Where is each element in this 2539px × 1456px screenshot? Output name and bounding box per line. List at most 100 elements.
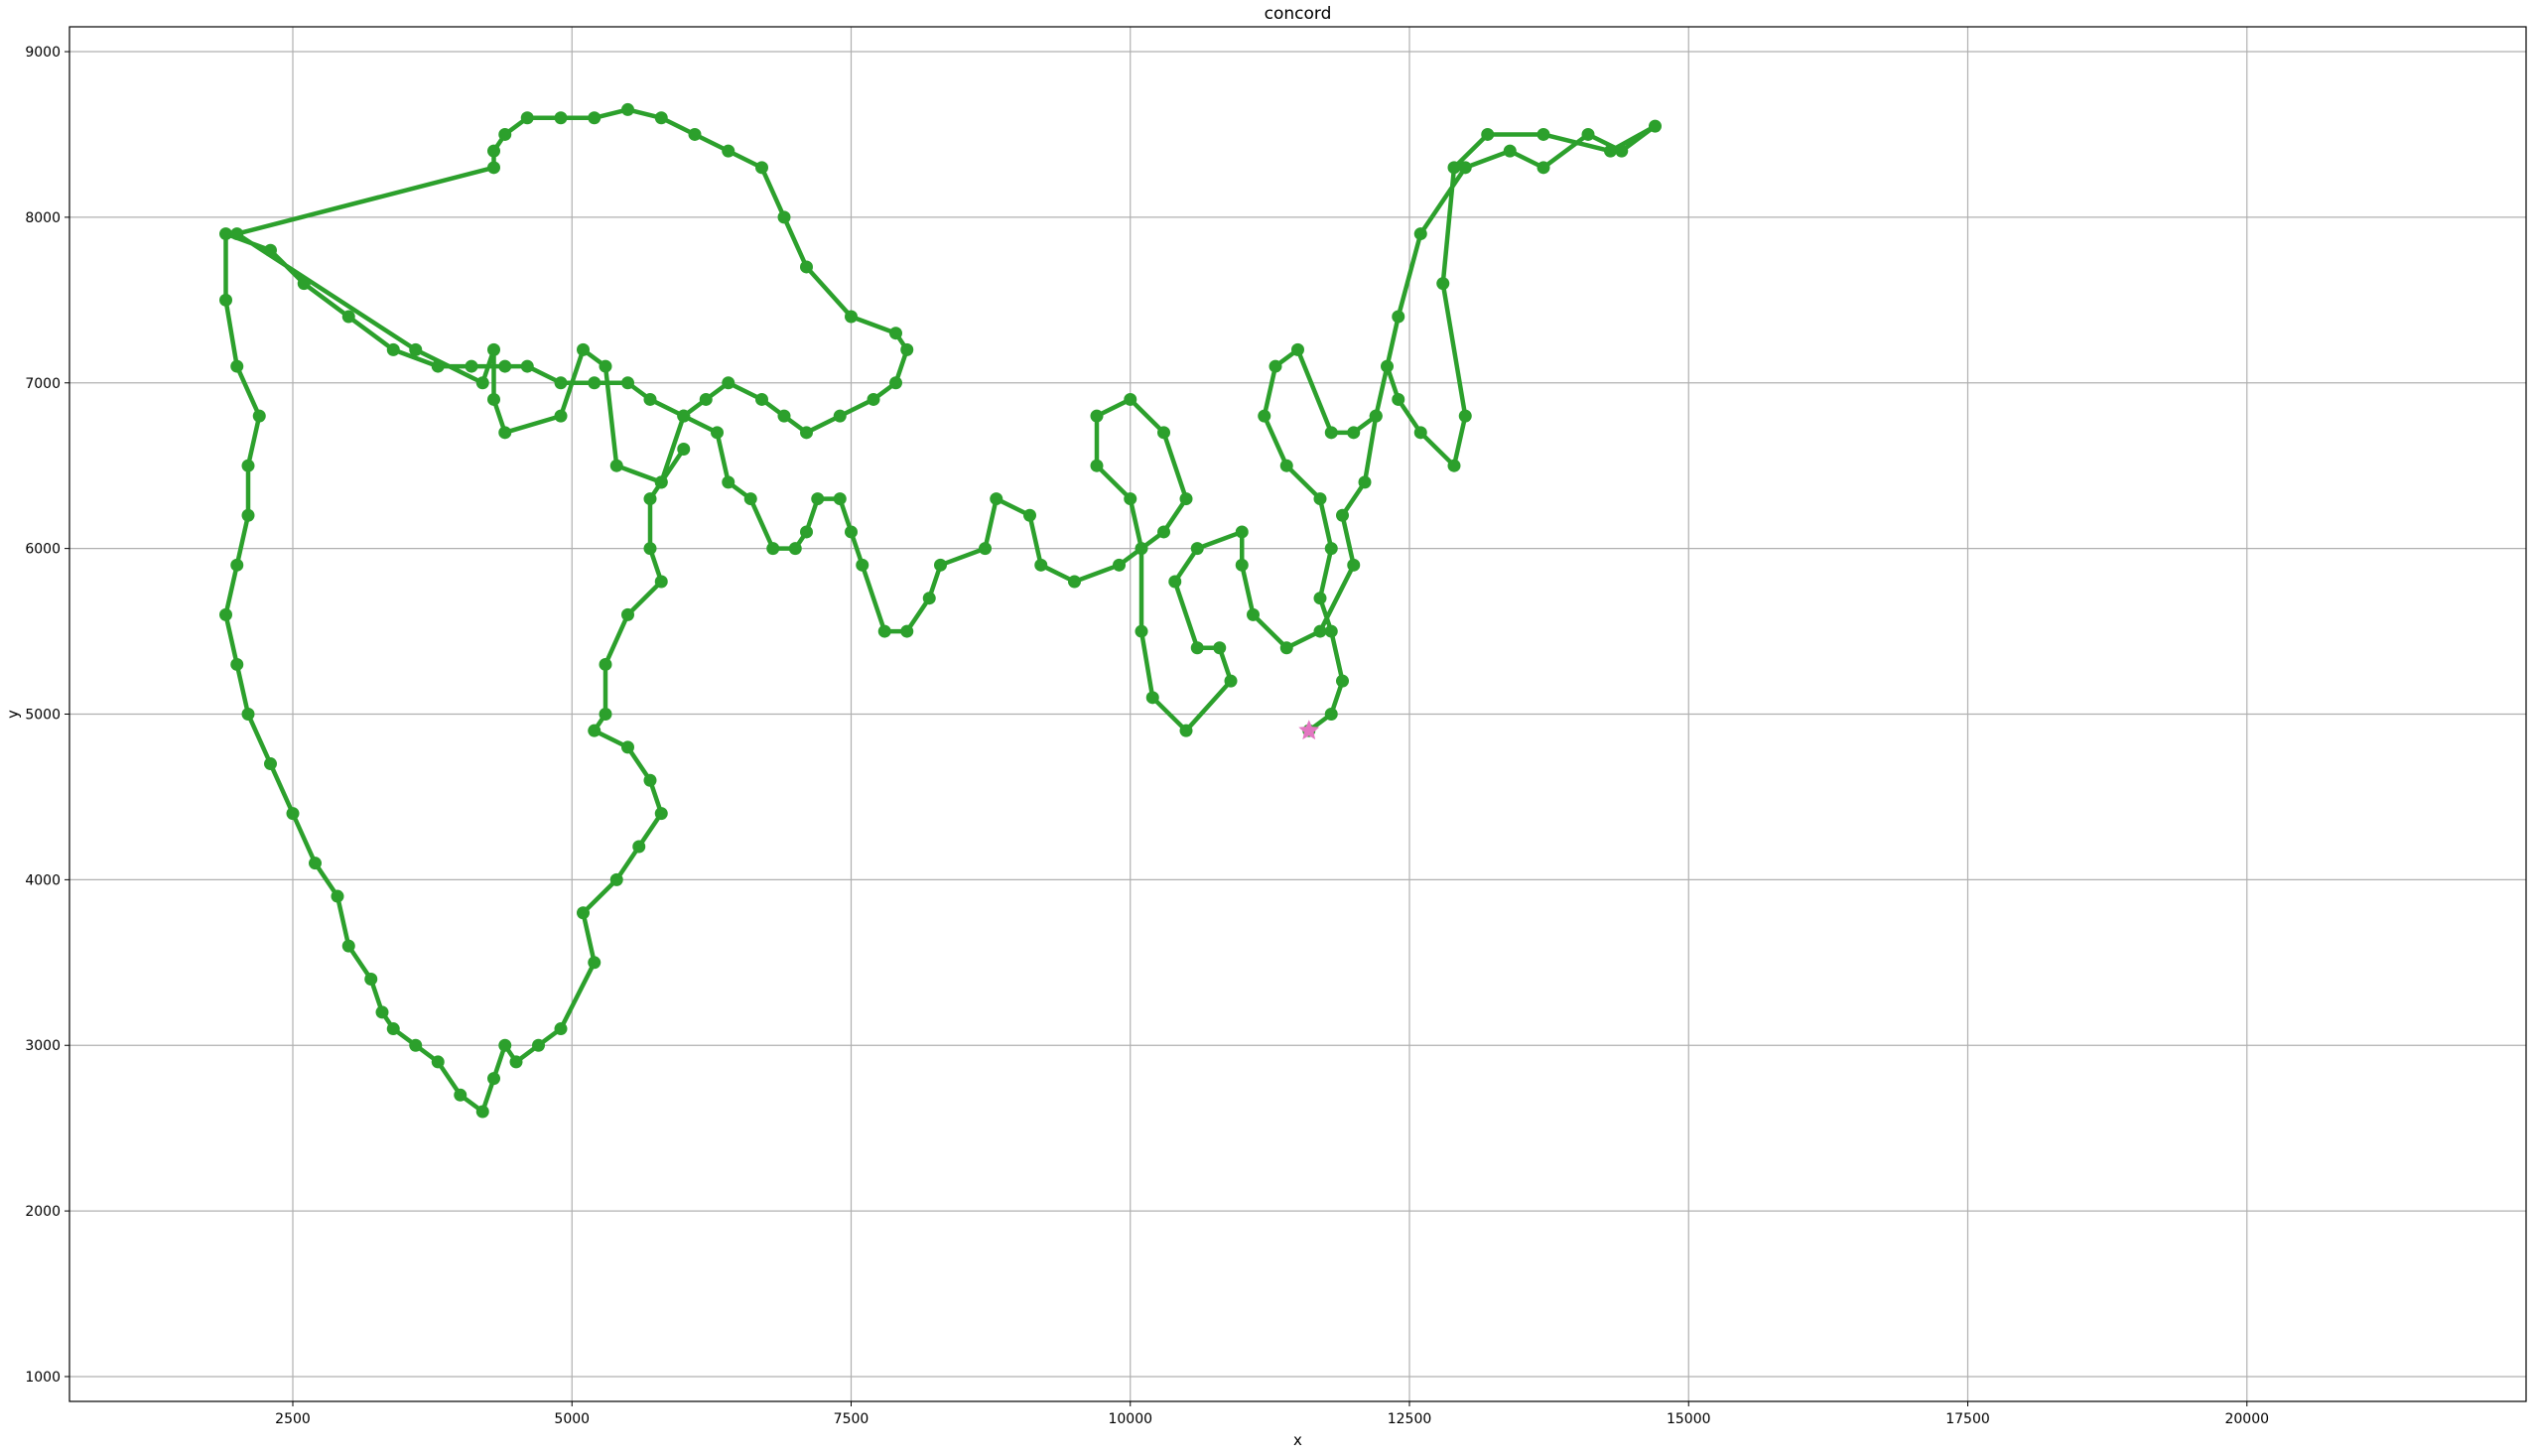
x-tick-label: 12500 — [1388, 1411, 1432, 1427]
route-point — [722, 144, 735, 158]
route-point — [990, 492, 1003, 506]
route-point — [621, 607, 634, 621]
route-point — [845, 310, 858, 324]
route-point — [900, 342, 914, 356]
route-point — [788, 542, 802, 556]
route-point — [777, 409, 791, 423]
route-point — [621, 740, 634, 754]
route-point — [286, 807, 300, 821]
route-point — [1615, 144, 1629, 158]
route-point — [654, 807, 668, 821]
route-point — [520, 111, 534, 125]
route-point — [1145, 691, 1159, 705]
route-point — [554, 376, 568, 390]
route-point — [1537, 161, 1550, 175]
x-tick-label: 17500 — [1945, 1411, 1990, 1427]
route-point — [1247, 607, 1260, 621]
route-point — [1135, 624, 1148, 638]
route-point — [609, 872, 623, 886]
route-point — [498, 426, 512, 440]
route-point — [554, 111, 568, 125]
route-series — [219, 102, 1662, 1119]
x-tick-label: 10000 — [1108, 1411, 1152, 1427]
route-point — [800, 426, 813, 440]
x-tick-label: 7500 — [834, 1411, 869, 1427]
route-point — [766, 542, 780, 556]
route-point — [241, 508, 255, 522]
route-point — [487, 1072, 500, 1086]
route-point — [755, 392, 768, 406]
route-point — [811, 492, 825, 506]
route-point — [722, 475, 735, 489]
route-point — [520, 359, 534, 373]
route-point — [219, 293, 232, 307]
route-point — [1224, 674, 1238, 688]
series-layer — [219, 102, 1662, 1119]
route-point — [1279, 641, 1293, 655]
route-point — [677, 409, 691, 423]
route-point — [1392, 392, 1405, 406]
y-tick-label: 1000 — [25, 1370, 61, 1386]
route-point — [487, 392, 500, 406]
route-point — [1168, 575, 1182, 589]
route-point — [241, 708, 255, 721]
route-point — [1090, 459, 1104, 472]
x-axis-label: x — [1293, 1431, 1302, 1449]
y-tick-label: 4000 — [25, 872, 61, 888]
route-point — [1537, 127, 1550, 141]
route-point — [1179, 492, 1193, 506]
tick-labels: 2500 5000 7500 10000 12500 15000 17500 20000 100… — [25, 45, 2269, 1427]
route-point — [1324, 542, 1338, 556]
route-point — [1235, 525, 1249, 539]
route-point — [777, 210, 791, 224]
route-point — [1458, 409, 1472, 423]
route-point — [1213, 641, 1227, 655]
route-point — [219, 607, 232, 621]
route-point — [654, 475, 668, 489]
route-point — [922, 592, 936, 605]
chart-title: concord — [1265, 4, 1332, 24]
route-point — [599, 359, 612, 373]
route-point — [588, 376, 601, 390]
x-tick-label: 20000 — [2224, 1411, 2269, 1427]
route-point — [230, 227, 244, 241]
route-point — [297, 277, 311, 291]
route-point — [588, 724, 601, 737]
gridlines — [69, 27, 2526, 1401]
route-point — [1279, 459, 1293, 472]
route-point — [1313, 592, 1327, 605]
route-point — [743, 492, 757, 506]
route-point — [341, 310, 355, 324]
route-point — [755, 161, 768, 175]
route-point — [1090, 409, 1104, 423]
route-point — [621, 376, 634, 390]
route-point — [1413, 426, 1427, 440]
y-tick-label: 7000 — [25, 376, 61, 392]
route-point — [1034, 558, 1048, 572]
y-tick-label: 2000 — [25, 1204, 61, 1220]
route-point — [1324, 624, 1338, 638]
route-point — [364, 972, 378, 986]
route-point — [230, 359, 244, 373]
route-point — [1369, 409, 1383, 423]
route-point — [632, 840, 646, 854]
route-point — [889, 327, 902, 340]
route-point — [1581, 127, 1595, 141]
route-point — [1291, 342, 1304, 356]
route-point — [264, 757, 277, 771]
route-point — [465, 359, 478, 373]
route-point — [1347, 426, 1361, 440]
route-point — [554, 409, 568, 423]
route-point — [877, 624, 891, 638]
route-point — [1604, 144, 1617, 158]
route-point — [699, 392, 713, 406]
route-point — [577, 342, 590, 356]
route-point — [1447, 459, 1461, 472]
route-line — [223, 107, 1658, 1115]
y-tick-label: 9000 — [25, 45, 61, 61]
route-point — [252, 409, 266, 423]
y-tick-label: 5000 — [25, 708, 61, 724]
route-point — [1336, 674, 1349, 688]
route-point — [588, 956, 601, 970]
route-point — [711, 426, 724, 440]
